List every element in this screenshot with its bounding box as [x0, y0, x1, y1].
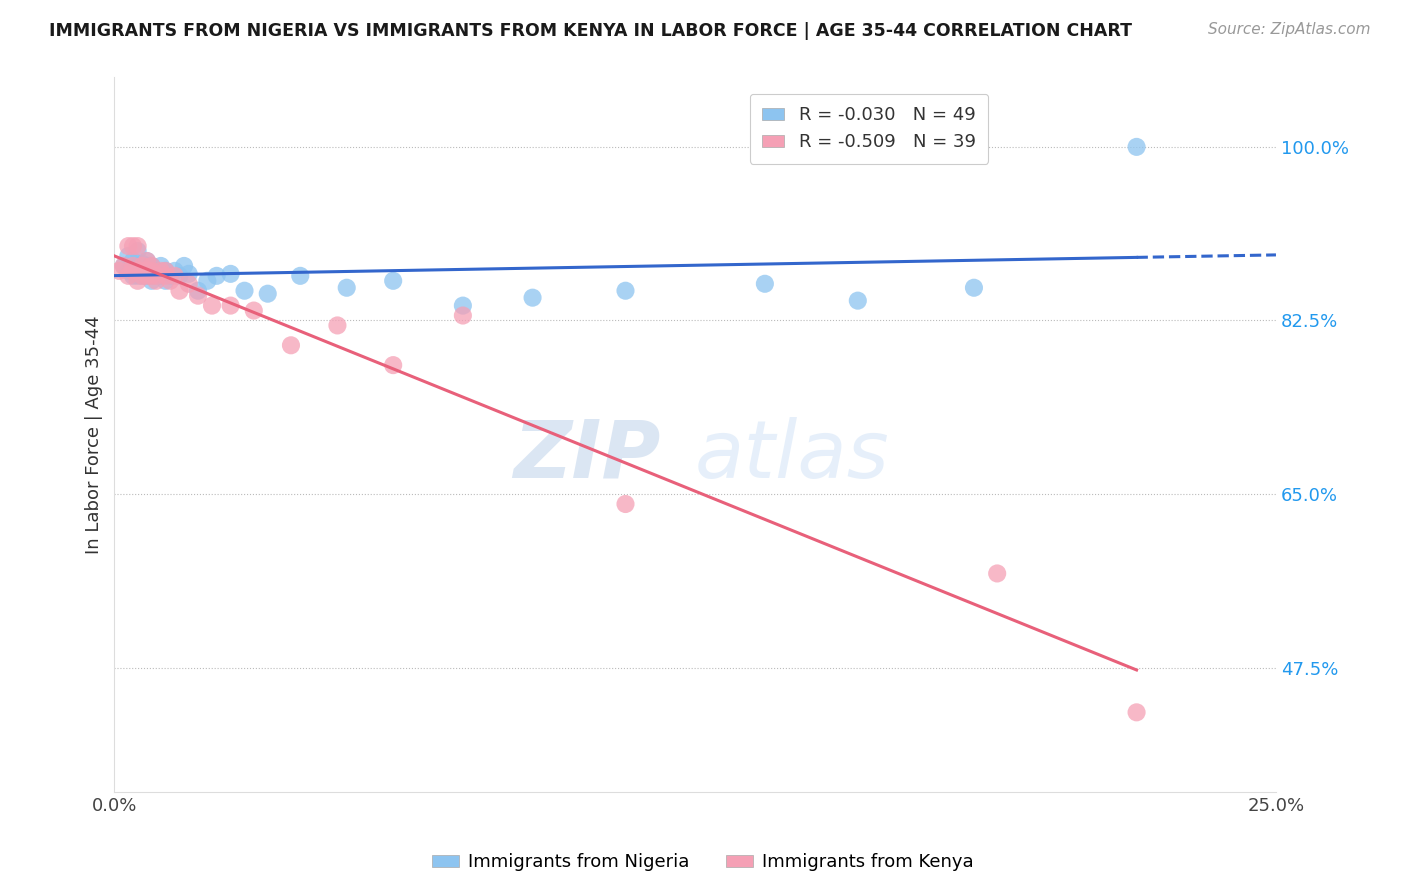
Point [451, 299, 474, 313]
Point [169, 268, 191, 283]
Point [127, 259, 149, 273]
Point [219, 299, 242, 313]
Point [173, 259, 195, 273]
Point [145, 274, 167, 288]
Point [127, 244, 149, 258]
Y-axis label: In Labor Force | Age 35-44: In Labor Force | Age 35-44 [86, 315, 103, 554]
Point [155, 264, 177, 278]
Point [127, 268, 149, 283]
Point [163, 264, 186, 278]
Point [141, 268, 163, 283]
Point [122, 254, 145, 268]
Point [122, 239, 145, 253]
Point [195, 274, 218, 288]
Point [141, 274, 163, 288]
Point [131, 260, 153, 275]
Point [131, 267, 153, 281]
Point [141, 264, 163, 278]
Point [117, 264, 139, 278]
Point [233, 284, 256, 298]
Point [127, 239, 149, 253]
Point [963, 281, 986, 295]
Point [131, 257, 153, 271]
Point [136, 259, 159, 273]
Point [136, 264, 159, 278]
Point [141, 259, 163, 273]
Point [187, 284, 209, 298]
Point [522, 291, 544, 305]
Point [1125, 706, 1147, 720]
Point [614, 497, 637, 511]
Legend: R = -0.030   N = 49, R = -0.509   N = 39: R = -0.030 N = 49, R = -0.509 N = 39 [749, 94, 988, 164]
Point [149, 259, 172, 273]
Point [145, 268, 167, 283]
Point [614, 284, 637, 298]
Point [127, 264, 149, 278]
Point [122, 259, 145, 273]
Point [141, 268, 163, 283]
Point [149, 264, 172, 278]
Point [127, 264, 149, 278]
Point [136, 254, 159, 268]
Point [117, 268, 139, 283]
Text: atlas: atlas [695, 417, 890, 495]
Point [145, 268, 167, 283]
Point [127, 274, 149, 288]
Point [155, 268, 177, 283]
Point [149, 268, 172, 283]
Point [122, 264, 145, 278]
Point [177, 277, 200, 291]
Point [131, 259, 153, 273]
Point [141, 264, 163, 278]
Point [117, 239, 139, 253]
Point [117, 249, 139, 263]
Point [219, 267, 242, 281]
Text: Source: ZipAtlas.com: Source: ZipAtlas.com [1208, 22, 1371, 37]
Point [986, 566, 1008, 581]
Point [451, 309, 474, 323]
Point [122, 264, 145, 278]
Point [169, 284, 191, 298]
Text: IMMIGRANTS FROM NIGERIA VS IMMIGRANTS FROM KENYA IN LABOR FORCE | AGE 35-44 CORR: IMMIGRANTS FROM NIGERIA VS IMMIGRANTS FR… [49, 22, 1132, 40]
Point [1125, 140, 1147, 154]
Point [136, 254, 159, 268]
Point [201, 299, 224, 313]
Point [159, 268, 181, 283]
Point [112, 259, 135, 273]
Point [155, 274, 177, 288]
Point [141, 259, 163, 273]
Point [159, 274, 181, 288]
Point [846, 293, 869, 308]
Point [382, 358, 405, 372]
Point [256, 286, 278, 301]
Point [112, 259, 135, 273]
Point [290, 268, 312, 283]
Point [754, 277, 776, 291]
Point [336, 281, 359, 295]
Point [382, 274, 405, 288]
Point [187, 288, 209, 302]
Point [131, 268, 153, 283]
Point [131, 268, 153, 283]
Point [122, 268, 145, 283]
Point [177, 267, 200, 281]
Legend: Immigrants from Nigeria, Immigrants from Kenya: Immigrants from Nigeria, Immigrants from… [425, 847, 981, 879]
Point [131, 264, 153, 278]
Point [136, 268, 159, 283]
Point [145, 264, 167, 278]
Point [155, 264, 177, 278]
Point [205, 268, 228, 283]
Point [280, 338, 302, 352]
Point [163, 268, 186, 283]
Point [243, 303, 266, 318]
Point [108, 264, 131, 278]
Point [326, 318, 349, 333]
Point [136, 264, 159, 278]
Text: ZIP: ZIP [513, 417, 661, 495]
Point [136, 268, 159, 283]
